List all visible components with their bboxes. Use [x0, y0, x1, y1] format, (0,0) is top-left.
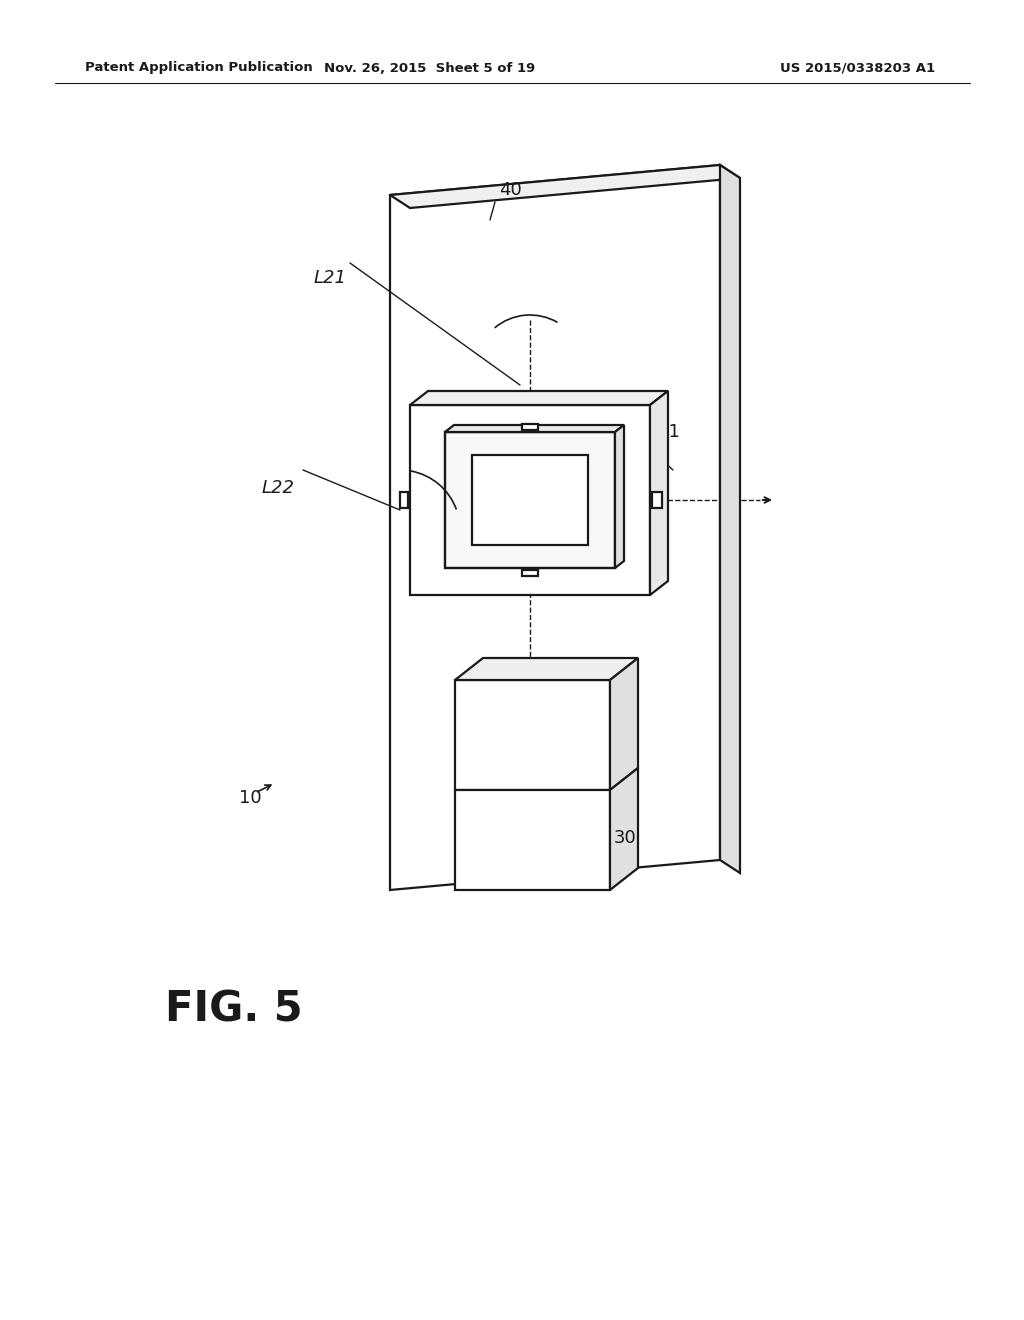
Text: 41: 41: [656, 422, 680, 441]
Text: Nov. 26, 2015  Sheet 5 of 19: Nov. 26, 2015 Sheet 5 of 19: [325, 62, 536, 74]
Text: L22: L22: [261, 479, 295, 498]
Polygon shape: [410, 391, 668, 405]
Polygon shape: [615, 425, 624, 568]
Polygon shape: [445, 432, 615, 568]
Polygon shape: [455, 657, 638, 680]
Polygon shape: [410, 405, 650, 595]
Polygon shape: [610, 657, 638, 789]
Text: US 2015/0338203 A1: US 2015/0338203 A1: [780, 62, 935, 74]
Polygon shape: [720, 165, 740, 873]
Polygon shape: [455, 789, 610, 890]
Polygon shape: [652, 492, 662, 508]
Polygon shape: [522, 424, 538, 430]
Polygon shape: [400, 492, 408, 508]
Text: 40: 40: [499, 181, 521, 199]
Polygon shape: [610, 768, 638, 890]
Polygon shape: [390, 165, 720, 890]
Text: 30: 30: [613, 829, 636, 847]
Text: 10: 10: [239, 789, 261, 807]
Text: Patent Application Publication: Patent Application Publication: [85, 62, 312, 74]
Polygon shape: [522, 570, 538, 576]
Polygon shape: [390, 165, 740, 209]
Polygon shape: [455, 680, 610, 789]
Polygon shape: [445, 425, 624, 432]
Text: FIG. 5: FIG. 5: [165, 989, 303, 1031]
Text: L21: L21: [313, 269, 346, 286]
Polygon shape: [472, 455, 588, 545]
Polygon shape: [650, 391, 668, 595]
